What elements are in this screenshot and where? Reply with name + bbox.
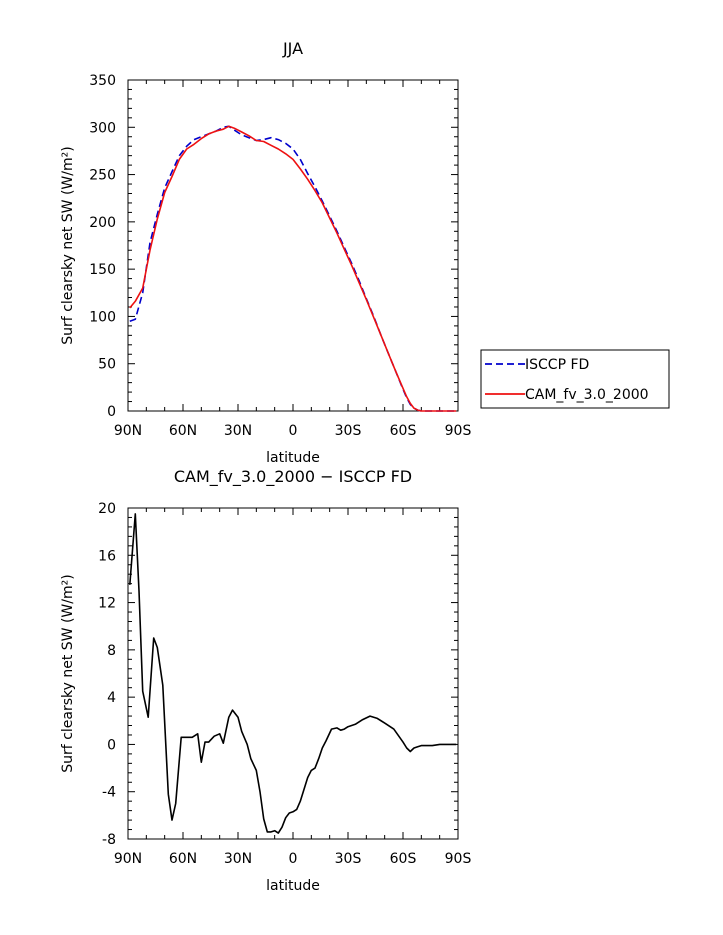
y-tick-label: -8 xyxy=(102,832,116,848)
y-tick-label: 300 xyxy=(89,120,116,136)
y-axis-label: Surf clearsky net SW (W/m²) xyxy=(60,574,76,772)
x-tick-label: 30S xyxy=(335,423,362,439)
series-line xyxy=(129,513,457,834)
x-tick-label: 90S xyxy=(445,423,472,439)
x-tick-label: 0 xyxy=(289,851,298,867)
y-tick-label: 0 xyxy=(107,737,116,753)
y-tick-label: 200 xyxy=(89,215,116,231)
x-tick-label: 30N xyxy=(224,851,252,867)
y-tick-label: 250 xyxy=(89,168,116,184)
y-tick-label: 4 xyxy=(107,690,116,706)
x-tick-label: 30N xyxy=(224,423,252,439)
y-tick-label: 0 xyxy=(107,404,116,420)
x-tick-label: 90S xyxy=(445,851,472,867)
y-tick-label: 150 xyxy=(89,262,116,278)
x-axis-label: latitude xyxy=(266,878,320,894)
x-axis-label: latitude xyxy=(266,450,320,466)
legend-entry: CAM_fv_3.0_2000 xyxy=(525,387,649,403)
y-tick-label: 350 xyxy=(89,73,116,89)
y-tick-label: 100 xyxy=(89,309,116,325)
y-tick-label: 50 xyxy=(98,357,116,373)
x-tick-label: 0 xyxy=(289,423,298,439)
y-axis-label: Surf clearsky net SW (W/m²) xyxy=(60,146,76,344)
difference-chart: CAM_fv_3.0_2000 − ISCCP FD 90N 60N 30N 0 30S 6… xyxy=(60,467,471,894)
y-tick-label: 20 xyxy=(98,501,116,517)
legend-box xyxy=(480,349,670,409)
y-tick-label: 12 xyxy=(98,596,116,612)
top-chart: JJA 90N 60N 30N 0 30S 60S 90S 0 50 100 150 200 250 300… xyxy=(60,39,670,466)
chart-title: CAM_fv_3.0_2000 − ISCCP FD xyxy=(174,467,412,487)
y-tick-label: -4 xyxy=(102,785,116,801)
x-tick-label: 60N xyxy=(169,423,197,439)
series-line xyxy=(129,125,457,412)
y-tick-label: 16 xyxy=(98,548,116,564)
plot-frame xyxy=(127,79,459,412)
x-tick-label: 60S xyxy=(390,423,417,439)
x-tick-label: 90N xyxy=(114,851,142,867)
chart-title: JJA xyxy=(282,39,303,58)
y-tick-label: 8 xyxy=(107,643,116,659)
legend-entry: ISCCP FD xyxy=(525,357,589,373)
series-line xyxy=(129,125,457,412)
x-tick-label: 60S xyxy=(390,851,417,867)
x-tick-label: 60N xyxy=(169,851,197,867)
x-tick-label: 30S xyxy=(335,851,362,867)
x-tick-label: 90N xyxy=(114,423,142,439)
